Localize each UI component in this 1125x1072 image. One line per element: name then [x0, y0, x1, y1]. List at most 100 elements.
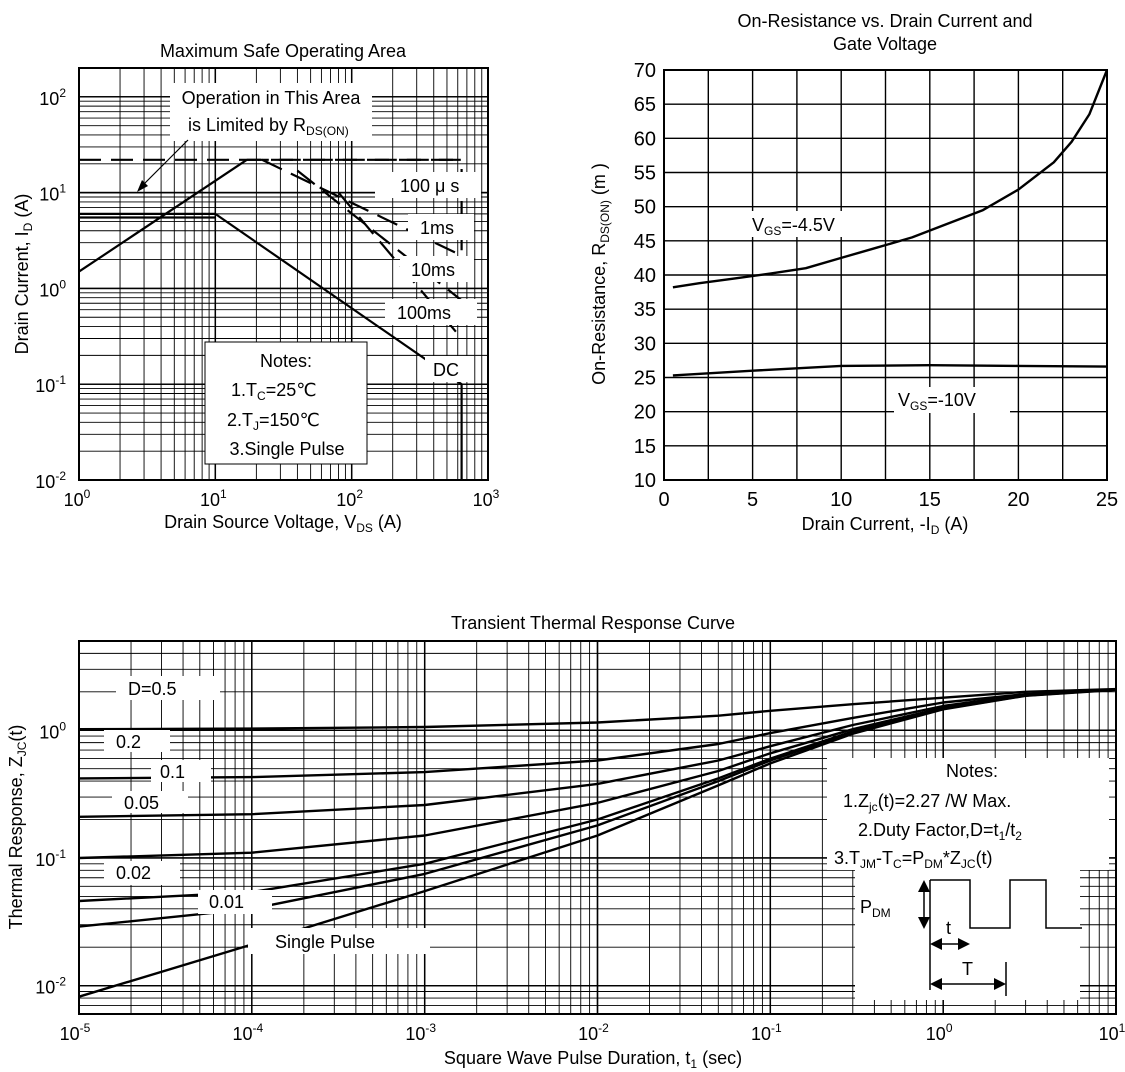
- thermal-label-005-box: [112, 791, 188, 813]
- soa-limit-arrowhead: [137, 180, 148, 192]
- rds-y-tick: 50: [634, 197, 656, 219]
- thermal-notes-title: Notes:: [946, 761, 998, 781]
- thermal-title: Transient Thermal Response Curve: [451, 613, 735, 633]
- thermal-chart: Transient Thermal Response Curve 10-5 10-…: [6, 613, 1125, 1071]
- inset-T-arrowhead-left: [930, 978, 942, 990]
- soa-series-rds-limit: [78, 158, 248, 273]
- soa-x-tick: 101: [200, 487, 227, 510]
- soa-notes-box: [204, 341, 368, 465]
- rds-x-tick: 25: [1096, 489, 1118, 511]
- soa-notes-2: 2.TJ=150℃: [227, 410, 320, 433]
- rds-y-tick: 35: [634, 299, 656, 321]
- soa-limit-arrow: [139, 139, 189, 189]
- soa-label-100us: 100 μ s: [400, 176, 459, 196]
- thermal-notes-2: 2.Duty Factor,D=t1/t2: [858, 820, 1022, 843]
- thermal-x-tick: 10-2: [578, 1021, 609, 1044]
- inset-t-arrowhead-right: [958, 938, 970, 950]
- thermal-label-01-box: [151, 760, 211, 782]
- soa-limit-line2: is Limited by RDS(ON): [188, 115, 349, 138]
- thermal-x-tick: 10-1: [751, 1021, 782, 1044]
- thermal-label-d05: D=0.5: [128, 679, 177, 699]
- thermal-label-02-box: [104, 730, 170, 752]
- soa-y-tick: 102: [39, 86, 66, 109]
- rds-y-tick: 30: [634, 333, 656, 355]
- soa-x-tick: 102: [336, 487, 363, 510]
- thermal-label-001-box: [198, 890, 272, 914]
- thermal-x-tick: 101: [1099, 1021, 1125, 1044]
- thermal-notes-1: 1.Zjc(t)=2.27 /W Max.: [843, 791, 1011, 814]
- thermal-label-02: 0.2: [116, 732, 141, 752]
- soa-series-1ms: [261, 158, 463, 257]
- thermal-x-tick: 10-4: [232, 1021, 263, 1044]
- rds-x-tick: 5: [747, 489, 758, 511]
- rds-y-tick: 45: [634, 231, 656, 253]
- inset-p-arrowhead-down: [918, 917, 930, 929]
- soa-label-10ms: 10ms: [411, 260, 455, 280]
- soa-y-ticks: 10-2 10-1 100 101 102: [35, 86, 66, 492]
- inset-t-label: t: [946, 918, 951, 938]
- soa-y-tick: 10-2: [35, 469, 66, 492]
- soa-label-100ms: 100ms: [397, 303, 451, 323]
- inset-t-arrowhead-left: [930, 938, 942, 950]
- inset-waveform: [930, 879, 1082, 929]
- thermal-series: [78, 687, 1117, 998]
- thermal-label-005: 0.05: [124, 793, 159, 813]
- rds-title-line1: On-Resistance vs. Drain Current and: [737, 11, 1032, 31]
- soa-notes-3: 3.Single Pulse: [229, 439, 344, 459]
- rds-y-tick: 20: [634, 402, 656, 424]
- rds-x-tick: 0: [658, 489, 669, 511]
- rds-y-tick: 40: [634, 265, 656, 287]
- rds-y-tick: 70: [634, 60, 656, 82]
- soa-title: Maximum Safe Operating Area: [160, 41, 407, 61]
- rds-x-tick: 20: [1007, 489, 1029, 511]
- thermal-series-0: [78, 687, 1117, 731]
- thermal-label-002-box: [104, 861, 180, 885]
- thermal-x-tick: 10-5: [60, 1021, 91, 1044]
- rds-chart: On-Resistance vs. Drain Current and Gate…: [589, 11, 1118, 537]
- soa-y-tick: 10-1: [35, 373, 66, 396]
- rds-label-4v5: VGS=-4.5V: [752, 215, 835, 238]
- rds-y-tick: 60: [634, 128, 656, 150]
- soa-ylabel: Drain Current, ID (A): [12, 194, 35, 355]
- inset-p-label: PDM: [860, 897, 891, 920]
- thermal-y-ticks: 10-2 10-1 100: [35, 719, 66, 997]
- thermal-xlabel: Square Wave Pulse Duration, t1 (sec): [444, 1048, 742, 1071]
- thermal-label-01: 0.1: [160, 762, 185, 782]
- soa-x-tick: 103: [473, 487, 500, 510]
- thermal-ylabel: Thermal Response, ZJC(t): [6, 725, 29, 930]
- rds-y-tick: 65: [634, 94, 656, 116]
- thermal-label-single: Single Pulse: [275, 932, 375, 952]
- rds-y-tick: 25: [634, 368, 656, 390]
- inset-T-label: T: [962, 959, 973, 979]
- thermal-y-tick: 10-2: [35, 975, 66, 998]
- thermal-series-6: [78, 688, 1117, 998]
- thermal-label-002: 0.02: [116, 863, 151, 883]
- soa-xlabel: Drain Source Voltage, VDS (A): [164, 512, 402, 535]
- soa-x-tick: 100: [64, 487, 91, 510]
- thermal-label-001: 0.01: [209, 892, 244, 912]
- thermal-x-tick: 10-3: [405, 1021, 436, 1044]
- rds-x-ticks: 0 5 10 15 20 25: [658, 489, 1118, 511]
- soa-series-dc: [214, 212, 463, 480]
- rds-label-10v-box: [894, 387, 1010, 413]
- soa-limit-line1: Operation in This Area: [182, 88, 362, 108]
- rds-frame: [663, 69, 1108, 481]
- thermal-notes-3: 3.TJM-TC=PDM*ZJC(t): [834, 848, 993, 871]
- soa-label-100ms-box: [385, 299, 477, 325]
- soa-label-100us-box: [375, 172, 481, 198]
- soa-chart: Maximum Safe Operating Area 100 101 102 103…: [12, 41, 500, 535]
- rds-y-tick: 55: [634, 163, 656, 185]
- rds-title-line2: Gate Voltage: [833, 34, 937, 54]
- soa-label-10ms-box: [400, 256, 474, 282]
- rds-series-0: [672, 69, 1109, 289]
- soa-label-1ms: 1ms: [420, 218, 454, 238]
- soa-y-tick: 101: [39, 182, 66, 205]
- soa-y-tick: 100: [39, 277, 66, 300]
- thermal-pulse-inset: PDM t T: [855, 870, 1082, 1000]
- thermal-label-single-box: [248, 928, 430, 954]
- thermal-label-d05-box: [116, 676, 220, 700]
- inset-T-arrowhead-right: [994, 978, 1006, 990]
- soa-limit-annotation-box: [170, 83, 372, 141]
- rds-series: [672, 69, 1109, 377]
